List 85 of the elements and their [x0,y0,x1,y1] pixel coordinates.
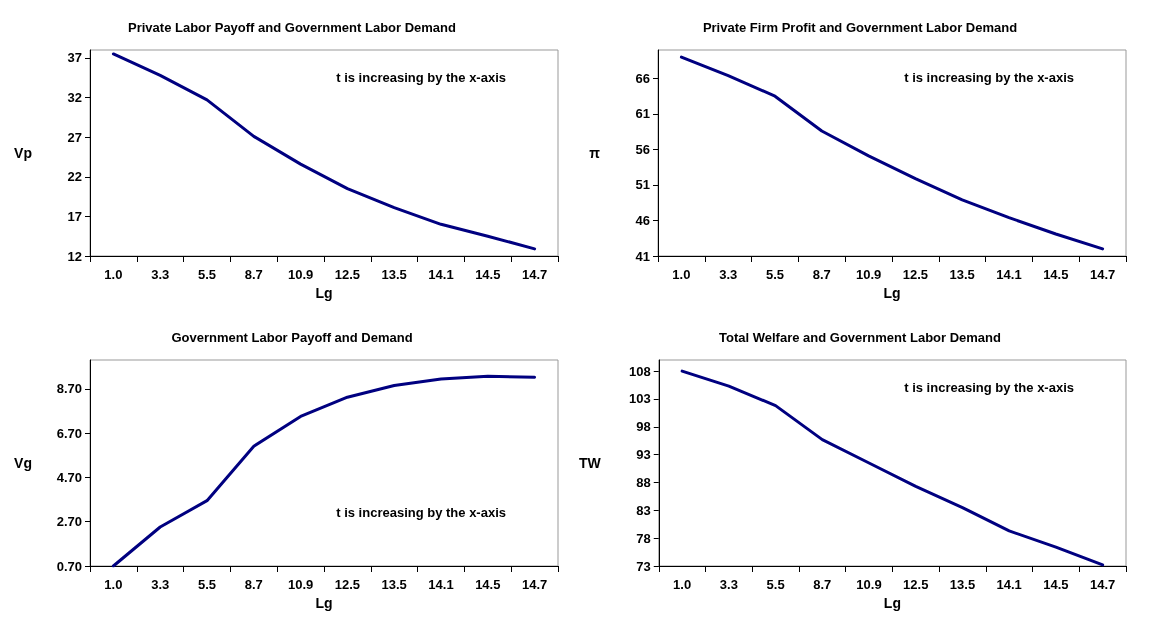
y-tick-label: 83 [636,502,651,518]
x-tick-label: 8.7 [244,577,263,592]
y-tick-label: 61 [635,106,650,122]
x-tick-label: 14.1 [428,577,454,592]
x-tick-label: 14.1 [996,267,1022,282]
x-tick-label: 14.7 [521,577,548,592]
x-tick-label: 8.7 [812,267,831,282]
annotation: t is increasing by the x-axis [904,380,1075,396]
y-tick-label: 108 [629,363,651,379]
y-tick-label: 0.70 [56,558,82,574]
y-axis-title: π [589,145,601,161]
annotation: t is increasing by the x-axis [336,504,507,520]
y-tick-label: 78 [636,530,651,546]
x-tick-label: 3.3 [151,267,170,282]
x-tick-label: 13.5 [949,267,975,282]
line-series [679,55,1105,251]
y-tick-label: 66 [635,70,650,86]
x-tick-label: 10.9 [855,267,882,282]
y-tick-label: 88 [636,474,651,490]
x-tick-label: 14.7 [1089,577,1116,592]
x-tick-label: 5.5 [765,267,785,282]
y-axis-title: TW [579,455,602,471]
x-tick-label: 5.5 [766,577,785,592]
x-tick-label: 13.5 [381,267,407,282]
x-tick-label: 1.0 [672,267,691,282]
x-tick-label: 10.9 [287,267,314,282]
x-tick-label: 12.5 [902,267,929,282]
y-tick-label: 98 [636,419,651,435]
x-tick-label: 8.7 [244,267,263,282]
x-tick-label: 14.1 [996,577,1022,592]
x-tick-label: 10.9 [287,577,314,592]
x-axis-title: Lg [883,285,901,301]
x-tick-label: 3.3 [719,267,738,282]
y-tick-label: 17 [67,208,82,224]
x-tick-label: 10.9 [856,577,882,592]
x-tick-label: 13.5 [381,577,407,592]
chart-title: Government Labor Payoff and Demand [171,330,413,345]
y-tick-label: 51 [635,177,650,193]
x-tick-label: 8.7 [813,577,832,592]
x-tick-label: 14.5 [475,577,501,592]
x-tick-label: 12.5 [334,577,361,592]
x-tick-label: 13.5 [949,577,976,592]
y-tick-label: 4.70 [56,469,82,485]
y-tick-label: 32 [67,90,82,106]
y-tick-label: 56 [635,141,650,157]
y-tick-label: 103 [629,391,651,407]
y-axis-title: Vg [14,455,32,471]
line-series [111,374,537,568]
x-tick-label: 3.3 [719,577,738,592]
x-tick-label: 14.5 [475,267,501,282]
x-tick-label: 14.5 [1043,577,1069,592]
x-tick-label: 14.1 [428,267,454,282]
x-tick-label: 14.5 [1043,267,1069,282]
y-tick-label: 27 [67,129,82,145]
y-tick-label: 37 [67,50,82,66]
y-tick-label: 41 [635,248,650,264]
x-tick-label: 1.0 [673,577,692,592]
y-tick-label: 6.70 [56,425,82,441]
y-tick-label: 46 [635,212,650,228]
x-tick-label: 5.5 [197,577,217,592]
y-tick-label: 73 [636,558,651,574]
x-tick-label: 12.5 [903,577,929,592]
chart-title: Total Welfare and Government Labor Demand [719,330,1002,345]
y-axis-title: Vp [14,145,32,161]
x-tick-label: 3.3 [151,577,170,592]
x-axis-title: Lg [315,595,333,611]
y-tick-label: 12 [67,248,82,264]
line-series [680,369,1105,567]
x-tick-label: 14.7 [521,267,548,282]
chart-title: Private Labor Payoff and Government Labor Demand [128,20,457,35]
x-tick-label: 1.0 [104,577,123,592]
x-tick-label: 12.5 [334,267,361,282]
y-tick-label: 93 [636,447,651,463]
x-tick-label: 5.5 [197,267,217,282]
annotation: t is increasing by the x-axis [336,70,507,86]
y-tick-label: 2.70 [56,514,82,530]
x-axis-title: Lg [883,595,901,611]
line-series [111,52,537,251]
x-axis-title: Lg [315,285,333,301]
y-tick-label: 22 [67,169,82,185]
chart-title: Private Firm Profit and Government Labor Demand [702,20,1018,35]
y-tick-label: 8.70 [56,381,82,397]
x-tick-label: 1.0 [104,267,123,282]
annotation: t is increasing by the x-axis [904,70,1075,86]
x-tick-label: 14.7 [1089,267,1116,282]
